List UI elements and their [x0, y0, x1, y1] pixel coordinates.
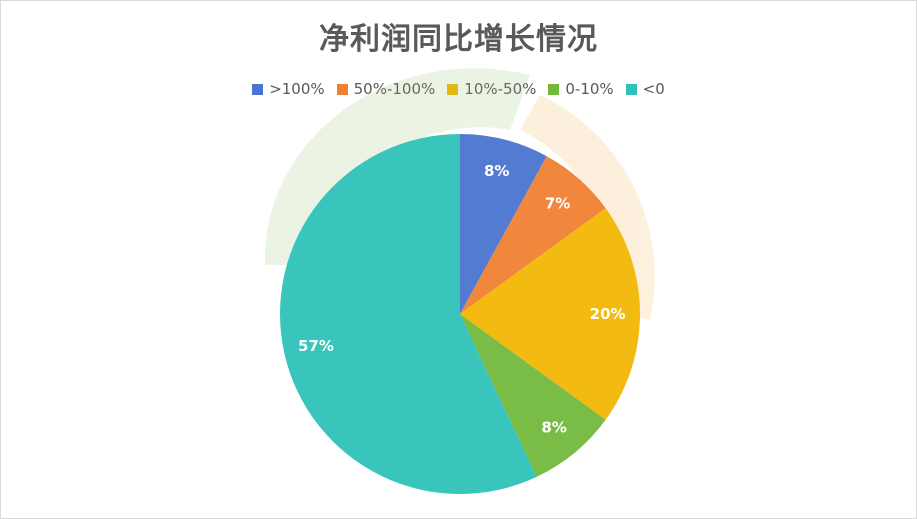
pie-slice-1	[460, 156, 606, 314]
legend-swatch	[625, 83, 637, 95]
data-label: 20%	[590, 305, 626, 323]
data-label: 8%	[484, 162, 509, 180]
legend-item: <0	[625, 80, 665, 98]
data-label: 8%	[541, 419, 566, 437]
data-label: 7%	[545, 194, 570, 212]
legend-item: 10%-50%	[447, 80, 536, 98]
chart-title: 净利润同比增长情况	[319, 22, 598, 57]
legend-item: >100%	[252, 80, 325, 98]
legend-label: <0	[642, 80, 665, 98]
pie-slice-0	[460, 134, 547, 314]
pie-slice-4	[280, 134, 537, 494]
legend-swatch	[252, 83, 264, 95]
legend-item: 0-10%	[548, 80, 614, 98]
legend-swatch	[447, 83, 459, 95]
legend-label: 50%-100%	[354, 80, 436, 98]
legend-label: 10%-50%	[464, 80, 536, 98]
legend-item: 50%-100%	[336, 80, 436, 98]
legend-swatch	[336, 83, 348, 95]
legend-label: >100%	[269, 80, 325, 98]
legend-swatch	[548, 83, 560, 95]
legend-label: 0-10%	[565, 80, 614, 98]
pie-slice-3	[460, 314, 606, 477]
pie-slice-2	[460, 208, 640, 420]
legend: >100% 50%-100% 10%-50% 0-10% <0	[0, 80, 917, 98]
data-label: 57%	[298, 337, 334, 355]
